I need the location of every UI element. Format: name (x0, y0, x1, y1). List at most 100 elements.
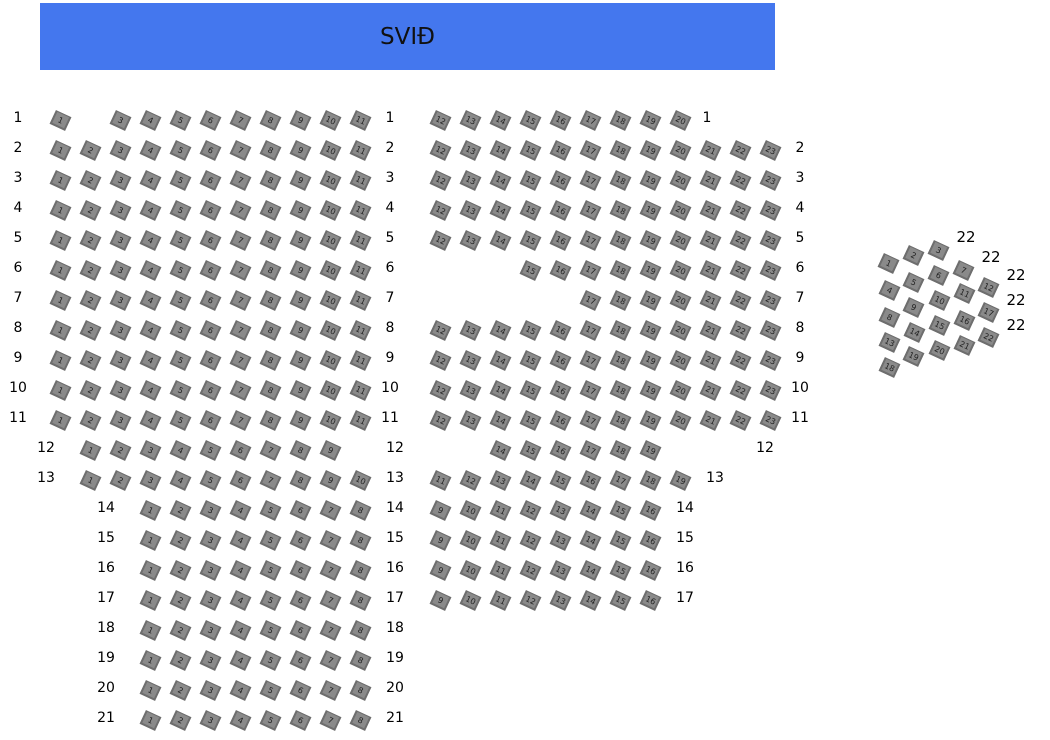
seat[interactable]: 3 (109, 199, 131, 221)
seat[interactable]: 2 (902, 244, 924, 266)
seat[interactable]: 8 (349, 529, 371, 551)
seat[interactable]: 12 (429, 349, 451, 371)
seat[interactable]: 10 (459, 529, 481, 551)
seat[interactable]: 5 (169, 349, 191, 371)
seat[interactable]: 9 (429, 499, 451, 521)
seat[interactable]: 9 (289, 289, 311, 311)
seat[interactable]: 1 (49, 229, 71, 251)
seat[interactable]: 22 (729, 409, 751, 431)
seat[interactable]: 5 (169, 319, 191, 341)
seat[interactable]: 14 (579, 559, 601, 581)
seat[interactable]: 17 (579, 139, 601, 161)
seat[interactable]: 15 (609, 559, 631, 581)
seat[interactable]: 16 (639, 589, 661, 611)
seat[interactable]: 14 (489, 199, 511, 221)
seat[interactable]: 3 (109, 319, 131, 341)
seat[interactable]: 10 (349, 469, 371, 491)
seat[interactable]: 14 (519, 469, 541, 491)
seat[interactable]: 15 (519, 379, 541, 401)
seat[interactable]: 4 (139, 199, 161, 221)
seat[interactable]: 7 (319, 589, 341, 611)
seat[interactable]: 15 (609, 529, 631, 551)
seat[interactable]: 7 (229, 169, 251, 191)
seat[interactable]: 12 (459, 469, 481, 491)
seat[interactable]: 8 (349, 709, 371, 731)
seat[interactable]: 1 (139, 499, 161, 521)
seat[interactable]: 8 (349, 649, 371, 671)
seat[interactable]: 22 (729, 169, 751, 191)
seat[interactable]: 1 (49, 319, 71, 341)
seat[interactable]: 23 (759, 139, 781, 161)
seat[interactable]: 11 (349, 229, 371, 251)
seat[interactable]: 1 (49, 379, 71, 401)
seat[interactable]: 9 (429, 529, 451, 551)
seat[interactable]: 10 (319, 289, 341, 311)
seat[interactable]: 16 (549, 319, 571, 341)
seat[interactable]: 13 (459, 169, 481, 191)
seat[interactable]: 18 (609, 379, 631, 401)
seat[interactable]: 17 (579, 169, 601, 191)
seat[interactable]: 11 (349, 109, 371, 131)
seat[interactable]: 7 (319, 559, 341, 581)
seat[interactable]: 19 (639, 439, 661, 461)
seat[interactable]: 13 (459, 229, 481, 251)
seat[interactable]: 21 (699, 139, 721, 161)
seat[interactable]: 3 (109, 349, 131, 371)
seat[interactable]: 3 (109, 259, 131, 281)
seat[interactable]: 3 (199, 559, 221, 581)
seat[interactable]: 13 (549, 589, 571, 611)
seat[interactable]: 5 (169, 409, 191, 431)
seat[interactable]: 10 (319, 199, 341, 221)
seat[interactable]: 8 (349, 589, 371, 611)
seat[interactable]: 7 (229, 349, 251, 371)
seat[interactable]: 16 (549, 169, 571, 191)
seat[interactable]: 16 (639, 529, 661, 551)
seat[interactable]: 22 (729, 199, 751, 221)
seat[interactable]: 22 (729, 289, 751, 311)
seat[interactable]: 11 (489, 529, 511, 551)
seat[interactable]: 16 (549, 409, 571, 431)
seat[interactable]: 17 (579, 379, 601, 401)
seat[interactable]: 4 (229, 649, 251, 671)
seat[interactable]: 8 (259, 289, 281, 311)
seat[interactable]: 9 (289, 169, 311, 191)
seat[interactable]: 14 (489, 109, 511, 131)
seat[interactable]: 6 (289, 619, 311, 641)
seat[interactable]: 23 (759, 289, 781, 311)
seat[interactable]: 8 (259, 259, 281, 281)
seat[interactable]: 4 (169, 439, 191, 461)
seat[interactable]: 1 (139, 529, 161, 551)
seat[interactable]: 20 (669, 289, 691, 311)
seat[interactable]: 14 (579, 499, 601, 521)
seat[interactable]: 4 (229, 499, 251, 521)
seat[interactable]: 20 (669, 379, 691, 401)
seat[interactable]: 1 (877, 252, 899, 274)
seat[interactable]: 19 (639, 349, 661, 371)
seat[interactable]: 6 (289, 679, 311, 701)
seat[interactable]: 3 (199, 709, 221, 731)
seat[interactable]: 10 (319, 259, 341, 281)
seat[interactable]: 23 (759, 319, 781, 341)
seat[interactable]: 19 (639, 169, 661, 191)
seat[interactable]: 8 (259, 169, 281, 191)
seat[interactable]: 6 (199, 379, 221, 401)
seat[interactable]: 23 (759, 169, 781, 191)
seat[interactable]: 5 (259, 529, 281, 551)
seat[interactable]: 2 (169, 619, 191, 641)
seat[interactable]: 5 (169, 199, 191, 221)
seat[interactable]: 3 (109, 379, 131, 401)
seat[interactable]: 18 (639, 469, 661, 491)
seat[interactable]: 7 (229, 139, 251, 161)
seat[interactable]: 8 (259, 109, 281, 131)
seat[interactable]: 15 (519, 139, 541, 161)
seat[interactable]: 12 (429, 379, 451, 401)
seat[interactable]: 11 (349, 169, 371, 191)
seat[interactable]: 12 (429, 319, 451, 341)
seat[interactable]: 8 (289, 469, 311, 491)
seat[interactable]: 21 (699, 349, 721, 371)
seat[interactable]: 8 (349, 619, 371, 641)
seat[interactable]: 16 (549, 109, 571, 131)
seat[interactable]: 19 (902, 345, 924, 367)
seat[interactable]: 6 (199, 349, 221, 371)
seat[interactable]: 1 (79, 469, 101, 491)
